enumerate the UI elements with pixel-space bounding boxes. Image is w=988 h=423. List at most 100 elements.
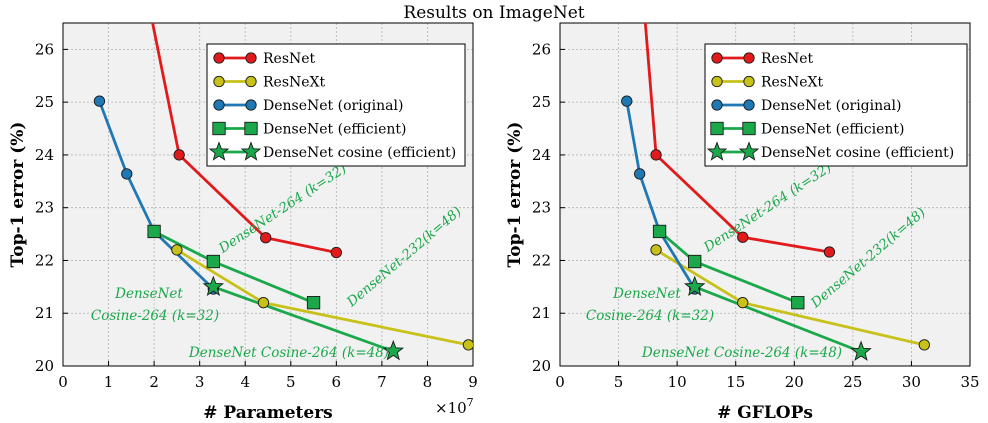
- annotation-3: Cosine-264 (k=32): [91, 308, 219, 324]
- data-point-1: [737, 297, 749, 309]
- legend-label-0: ResNet: [761, 51, 814, 67]
- legend-marker-4: [240, 141, 262, 161]
- x-tick-label: 7: [377, 373, 387, 391]
- legend-marker-2: [743, 99, 755, 111]
- figure-title: Results on ImageNet: [403, 3, 584, 23]
- data-point-1: [257, 297, 270, 309]
- y-tick-label: 21: [532, 304, 551, 322]
- data-point-0: [330, 246, 342, 259]
- y-axis-label: Top-1 error (%): [505, 122, 525, 268]
- x-tick-label: 9: [468, 373, 478, 391]
- x-axis-label: # Parameters: [203, 403, 332, 423]
- x-tick-label: 8: [423, 373, 433, 391]
- legend-marker-1: [213, 75, 225, 88]
- series-line-0: [151, 23, 337, 254]
- y-tick-label: 25: [532, 93, 551, 111]
- x-tick-label: 35: [960, 373, 979, 391]
- data-point-3: [306, 296, 321, 310]
- y-tick-label: 26: [35, 40, 54, 58]
- data-point-3: [688, 254, 702, 269]
- y-tick-label: 24: [35, 146, 54, 164]
- series-line-4: [212, 285, 394, 353]
- data-point-4: [683, 275, 706, 296]
- x-tick-label: 4: [240, 373, 250, 391]
- x-tick-label: 5: [614, 373, 624, 391]
- x-tick-label: 3: [195, 373, 205, 391]
- series-line-4: [694, 285, 862, 354]
- legend-label-3: DenseNet (efficient): [761, 122, 905, 138]
- legend-marker-0: [743, 52, 755, 64]
- legend-label-1: ResNeXt: [761, 75, 824, 91]
- x-tick-label: 10: [668, 373, 687, 391]
- legend-label-3: DenseNet (efficient): [263, 122, 407, 138]
- y-tick-label: 25: [35, 93, 54, 111]
- data-point-3: [147, 224, 161, 239]
- legend-marker-1: [711, 75, 723, 88]
- data-point-1: [171, 244, 183, 256]
- legend: ResNet ResNeXt DenseNet (original) DenseNet…: [206, 43, 466, 167]
- data-point-4: [850, 340, 872, 361]
- x-tick-label: 6: [332, 373, 342, 391]
- legend-marker-3: [212, 121, 226, 136]
- x-scale-multiplier: ×107: [435, 396, 474, 417]
- y-axis-label: Top-1 error (%): [8, 122, 28, 268]
- annotation-4: DenseNet Cosine-264 (k=48): [188, 345, 389, 361]
- data-point-0: [173, 149, 185, 161]
- data-point-2: [634, 168, 646, 180]
- axes-frame: [62, 22, 474, 367]
- legend-marker-3: [710, 121, 724, 136]
- data-point-2: [121, 168, 133, 180]
- y-tick-label: 22: [35, 251, 54, 269]
- data-point-3: [652, 224, 667, 239]
- x-tick-label: 2: [149, 373, 159, 391]
- legend-label-2: DenseNet (original): [761, 98, 901, 114]
- series-layer: [621, 23, 930, 361]
- x-tick-label: 30: [902, 373, 921, 391]
- y-tick-label: 26: [532, 40, 551, 58]
- legend-marker-0: [245, 52, 257, 64]
- legend: ResNet ResNeXt DenseNet (original) DenseNet…: [704, 43, 968, 167]
- x-tick-label: 0: [555, 373, 565, 391]
- data-point-4: [382, 339, 405, 361]
- data-point-4: [202, 275, 225, 296]
- chart-gflops: 0 5 10 15 20 25 30 35 20 21 22 23 24 25 26 # GFLOPs Top-…: [505, 22, 980, 423]
- series-line-0: [643, 23, 830, 254]
- data-point-3: [206, 254, 220, 269]
- x-tick-label: 15: [726, 373, 745, 391]
- legend-marker-4: [208, 141, 230, 161]
- legend-label-4: DenseNet cosine (efficient): [263, 145, 456, 161]
- series-layer: [93, 23, 473, 361]
- y-tick-label: 23: [35, 199, 54, 217]
- legend-marker-2: [213, 99, 225, 111]
- legend-marker-1: [245, 75, 257, 88]
- y-tick-label: 23: [532, 199, 551, 217]
- x-axis-label: # GFLOPs: [717, 403, 813, 423]
- legend-label-2: DenseNet (original): [263, 98, 403, 114]
- legend-marker-3: [244, 121, 258, 136]
- legend-marker-2: [711, 99, 723, 111]
- x-tick-label: 20: [785, 373, 804, 391]
- y-tick-label: 21: [35, 304, 54, 322]
- legend-marker-4: [706, 141, 728, 161]
- legend-marker-0: [711, 52, 723, 64]
- data-point-1: [462, 339, 473, 351]
- y-tick-label: 20: [35, 357, 54, 375]
- series-line-2: [98, 100, 215, 290]
- legend-marker-4: [738, 141, 760, 161]
- data-point-0: [260, 232, 272, 244]
- data-point-0: [823, 246, 836, 258]
- y-tick-label: 24: [532, 146, 551, 164]
- x-tick-label: 25: [843, 373, 862, 391]
- axes-frame: [559, 22, 971, 367]
- y-tick-label: 22: [532, 251, 551, 269]
- x-tick-label: 1: [104, 373, 114, 391]
- annotation-2: DenseNet: [612, 286, 681, 302]
- annotation-3: Cosine-264 (k=32): [586, 308, 714, 324]
- data-point-2: [621, 95, 633, 107]
- y-tick-label: 20: [532, 357, 551, 375]
- annotation-2: DenseNet: [114, 286, 183, 302]
- legend-label-1: ResNeXt: [263, 75, 326, 91]
- data-point-1: [650, 244, 662, 256]
